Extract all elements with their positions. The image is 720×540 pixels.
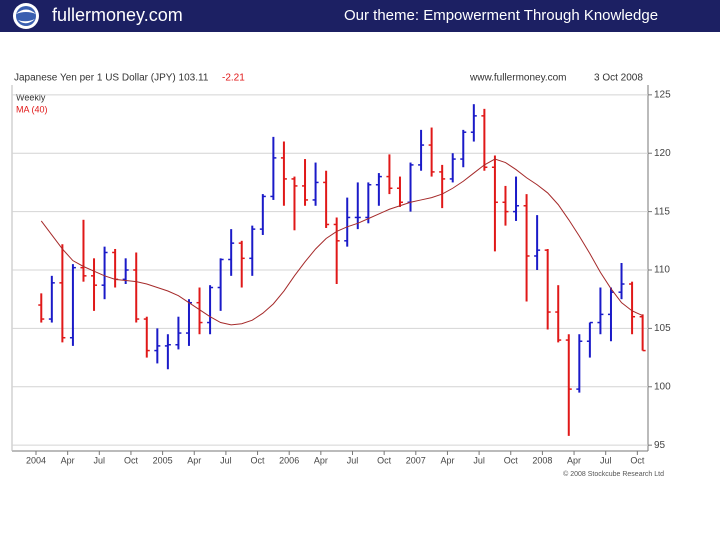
y-tick-label: 125 [654,89,671,100]
source: www.fullermoney.com [469,73,567,84]
logo [13,3,39,29]
x-tick-label: 2004 [26,455,46,465]
x-tick-label: Jul [347,455,359,465]
legend-label: MA (40) [16,104,48,114]
x-tick-label: Oct [377,455,392,465]
y-tick-label: 120 [654,148,671,159]
legend-label: Weekly [16,92,46,102]
moving-average [40,158,643,326]
x-tick-label: Apr [567,455,581,465]
chart-title: Japanese Yen per 1 US Dollar (JPY) 103.1… [14,73,209,84]
x-tick-label: Oct [504,455,519,465]
x-tick-label: Apr [187,455,201,465]
x-tick-label: Oct [251,455,266,465]
x-tick-label: 2007 [406,455,426,465]
banner: fullermoney.com Our theme: Empowerment T… [0,0,720,32]
y-tick-label: 100 [654,381,671,392]
chart-frame [10,68,668,482]
x-tick-label: 2006 [279,455,299,465]
x-tick-label: Jul [473,455,485,465]
date: 3 Oct 2008 [594,73,643,84]
y-tick-label: 105 [654,323,671,334]
x-tick-label: Apr [440,455,454,465]
theme: Our theme: Empowerment Through Knowledge [344,7,659,24]
x-tick-label: Jul [220,455,232,465]
x-tick-label: 2008 [532,455,552,465]
copyright: © 2008 Stockcube Research Ltd [563,470,664,478]
y-tick-label: 110 [654,265,670,276]
x-tick-label: 2005 [153,455,173,465]
x-tick-label: Oct [630,455,645,465]
x-tick-label: Oct [124,455,139,465]
x-tick-label: Apr [314,455,328,465]
y-tick-label: 115 [654,206,670,217]
change: -2.21 [222,73,245,84]
x-tick-label: Jul [94,455,106,465]
x-tick-label: Apr [61,455,75,465]
site-name: fullermoney.com [52,5,183,25]
x-tick-label: Jul [600,455,612,465]
y-tick-label: 95 [654,440,666,451]
